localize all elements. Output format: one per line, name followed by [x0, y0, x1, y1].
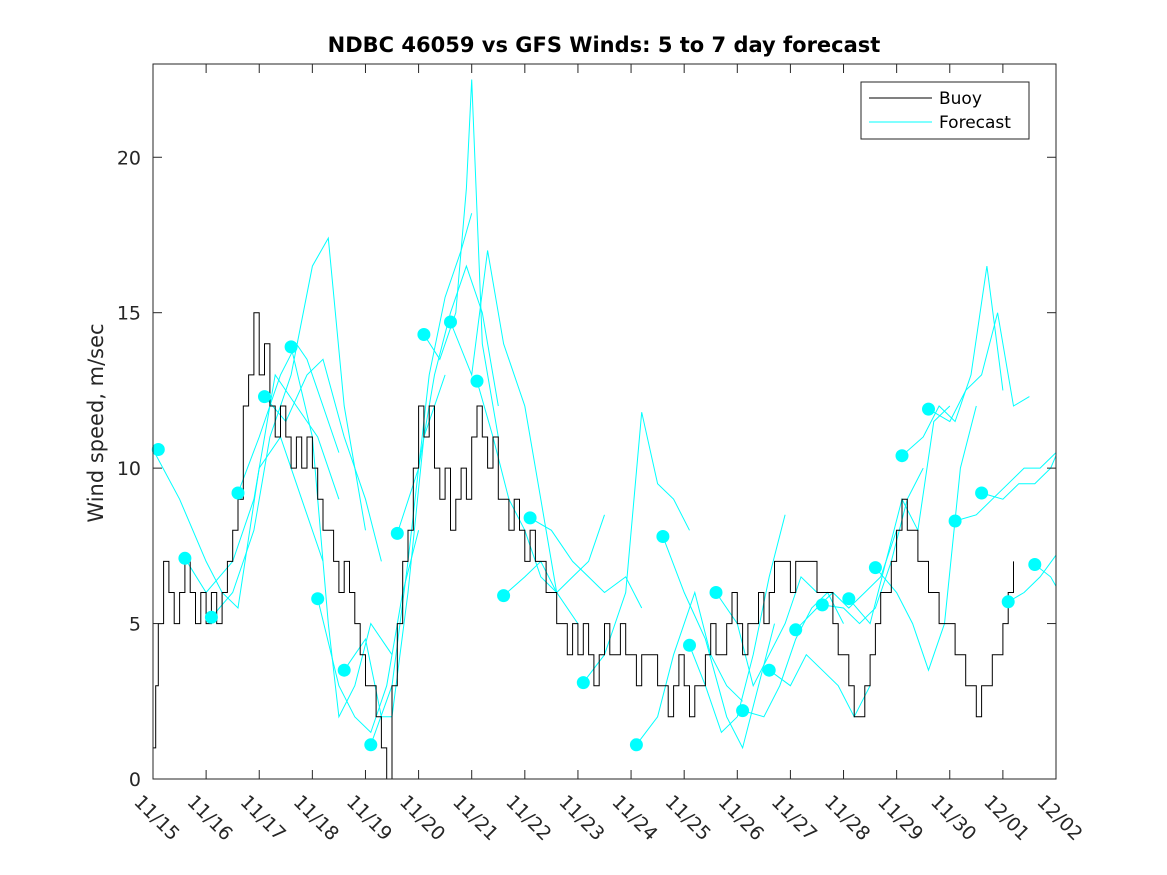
forecast-marker-17 — [656, 530, 670, 543]
forecast-run-line-4 — [264, 358, 382, 562]
buoy-series-line — [153, 312, 1014, 780]
forecast-run-line-1 — [184, 373, 340, 594]
forecast-run-line-20 — [742, 591, 844, 718]
y-axis-label: Wind speed, m/sec — [84, 323, 108, 522]
forecast-run-line-30 — [1007, 554, 1057, 603]
forecast-run-line-27 — [928, 312, 1030, 423]
forecast-run-line-3 — [237, 342, 340, 494]
forecast-run-line-21 — [768, 653, 871, 718]
forecast-run-line-29 — [981, 455, 1057, 500]
forecast-run-line-9 — [396, 264, 499, 534]
forecast-run-line-24 — [848, 405, 951, 625]
x-tick-label-12: 11/27 — [767, 791, 821, 845]
forecast-marker-20 — [736, 704, 750, 718]
forecast-marker-5 — [284, 340, 298, 354]
x-tick-label-11: 11/26 — [714, 791, 768, 845]
x-tick-label-8: 11/23 — [554, 791, 608, 845]
forecast-marker-21 — [762, 663, 776, 677]
forecast-marker-26 — [895, 449, 909, 463]
forecast-run-line-11 — [450, 250, 558, 593]
y-tick-label-4: 20 — [117, 147, 141, 169]
axes-box — [152, 63, 1057, 780]
x-tick-label-15: 11/30 — [926, 791, 980, 845]
forecast-marker-11 — [444, 315, 457, 329]
forecast-run-line-16 — [636, 590, 743, 746]
forecast-run-line-10 — [423, 79, 499, 438]
forecast-marker-22 — [789, 623, 803, 637]
forecast-run-line-0 — [152, 435, 324, 610]
forecast-run-line-23 — [822, 467, 924, 625]
forecast-run-line-14 — [529, 517, 643, 609]
y-axis-ticks: 0 5 10 15 20 — [117, 147, 1056, 791]
forecast-marker-14 — [523, 511, 537, 525]
forecast-marker-4 — [258, 390, 271, 404]
forecast-run-line-17 — [662, 536, 775, 750]
forecast-marker-23 — [815, 598, 829, 612]
forecast-marker-3 — [231, 486, 245, 500]
forecast-marker-1 — [178, 551, 192, 565]
forecast-marker-27 — [922, 402, 935, 416]
x-tick-label-7: 11/22 — [501, 791, 555, 845]
plot-area — [151, 79, 1057, 780]
x-tick-label-14: 11/29 — [873, 791, 927, 845]
forecast-marker-13 — [497, 589, 511, 603]
x-tick-label-2: 11/17 — [236, 791, 290, 845]
legend-buoy-label: Buoy — [939, 89, 982, 109]
legend-box — [860, 81, 1030, 140]
forecast-run-line-25 — [875, 405, 977, 672]
x-tick-label-3: 11/18 — [289, 791, 343, 845]
forecast-run-line-26 — [901, 266, 1004, 457]
forecast-marker-28 — [948, 514, 962, 528]
y-tick-label-1: 5 — [129, 614, 141, 636]
x-tick-label-6: 11/21 — [448, 791, 502, 845]
x-tick-label-0: 11/15 — [129, 791, 183, 845]
y-tick-label-0: 0 — [129, 769, 141, 791]
forecast-marker-25 — [868, 561, 882, 575]
forecast-marker-10 — [417, 328, 431, 341]
forecast-marker-12 — [470, 374, 484, 388]
forecast-run-line-5 — [290, 346, 393, 719]
forecast-marker-18 — [683, 638, 696, 652]
buoy-line — [153, 312, 1014, 780]
forecast-run-line-15 — [582, 412, 690, 683]
forecast-run-line-2 — [211, 236, 366, 618]
forecast-run-line-8 — [370, 213, 473, 745]
x-tick-label-5: 11/20 — [395, 791, 449, 845]
forecast-marker-30 — [1001, 595, 1015, 609]
forecast-marker-29 — [975, 486, 989, 500]
forecast-marker-16 — [629, 738, 643, 752]
forecast-marker-31 — [1028, 558, 1042, 571]
x-tick-label-9: 11/24 — [608, 791, 662, 845]
forecast-marker-8 — [364, 738, 378, 752]
chart-title: NDBC 46059 vs GFS Winds: 5 to 7 day fore… — [328, 33, 881, 57]
forecast-run-line-28 — [954, 452, 1057, 522]
forecast-markers — [151, 315, 1042, 752]
forecast-marker-15 — [576, 676, 590, 690]
x-axis-ticks: 11/1511/1611/1711/1811/1911/2011/2111/22… — [129, 64, 1087, 845]
legend-forecast-label: Forecast — [939, 113, 1011, 133]
forecast-marker-6 — [311, 592, 325, 606]
forecast-marker-24 — [842, 592, 856, 606]
x-tick-label-4: 11/19 — [342, 791, 396, 845]
x-tick-label-17: 12/02 — [1032, 791, 1086, 845]
forecast-run-line-13 — [503, 514, 605, 596]
x-tick-label-16: 12/01 — [979, 791, 1033, 845]
legend: Buoy Forecast — [860, 81, 1030, 140]
forecast-marker-7 — [337, 663, 351, 677]
x-tick-label-13: 11/28 — [820, 791, 874, 845]
forecast-marker-9 — [390, 526, 404, 540]
x-tick-label-10: 11/25 — [661, 791, 715, 845]
forecast-marker-2 — [204, 610, 218, 624]
x-tick-label-1: 11/16 — [183, 791, 237, 845]
forecast-marker-0 — [151, 443, 165, 456]
forecast-run-line-31 — [1034, 564, 1057, 587]
y-tick-label-3: 15 — [117, 303, 141, 325]
y-tick-label-2: 10 — [117, 458, 141, 480]
forecast-marker-19 — [709, 586, 723, 599]
